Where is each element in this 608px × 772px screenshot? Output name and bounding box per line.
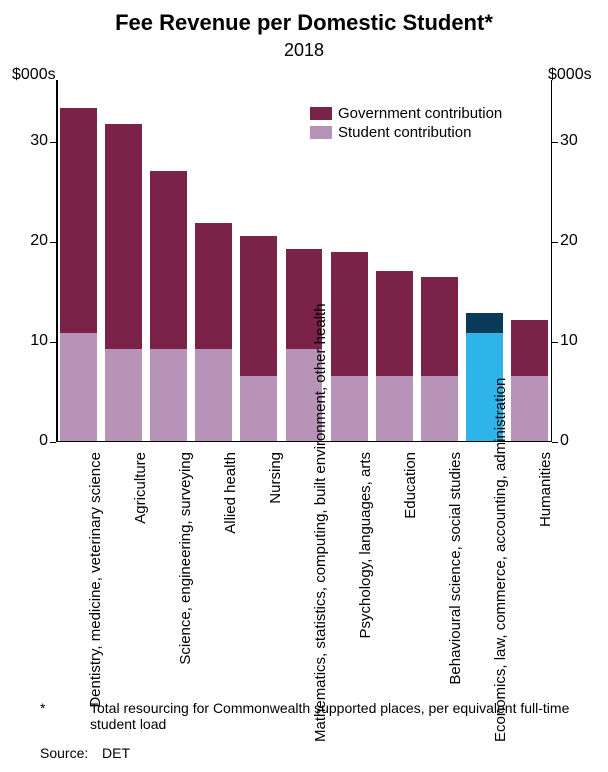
category-label: Economics, law, commerce, accounting, ad… <box>492 452 509 742</box>
y-tick-label: 10 <box>560 332 578 350</box>
legend-swatch <box>310 126 332 139</box>
category-label: Agriculture <box>132 452 149 742</box>
bar-segment <box>421 277 458 376</box>
bar-segment <box>195 223 232 349</box>
legend: Government contribution Student contribut… <box>310 105 502 143</box>
y-tick-label: 30 <box>560 132 578 150</box>
bar-segment <box>240 236 277 376</box>
bar-segment <box>60 108 97 333</box>
bar-group <box>195 223 232 441</box>
legend-label: Student contribution <box>338 124 471 141</box>
category-label: Psychology, languages, arts <box>357 452 374 742</box>
y-axis-label-right: $000s <box>548 66 592 84</box>
chart-container: Fee Revenue per Domestic Student* 2018 $… <box>0 0 608 772</box>
bar-segment <box>511 376 548 441</box>
bar-group <box>421 277 458 441</box>
y-tick-label: 0 <box>14 432 48 450</box>
category-label: Dentistry, medicine, veterinary science <box>87 452 104 742</box>
bar-segment <box>376 271 413 376</box>
footnote: * Total resourcing for Commonwealth supp… <box>40 700 570 732</box>
bar-segment <box>466 313 503 333</box>
y-tick-label: 20 <box>14 232 48 250</box>
legend-label: Government contribution <box>338 105 502 122</box>
chart-title: Fee Revenue per Domestic Student* <box>0 10 608 36</box>
source: Source: DET <box>40 745 130 761</box>
legend-swatch <box>310 107 332 120</box>
category-label: Allied health <box>222 452 239 742</box>
y-tick-label: 30 <box>14 132 48 150</box>
bar-group <box>331 252 368 441</box>
category-label: Nursing <box>267 452 284 742</box>
legend-item: Student contribution <box>310 124 502 141</box>
plot-area <box>56 92 552 442</box>
category-label: Education <box>402 452 419 742</box>
chart-subtitle: 2018 <box>0 40 608 61</box>
bar-segment <box>511 320 548 376</box>
source-value: DET <box>102 745 130 761</box>
bar-group <box>60 108 97 441</box>
y-tick-label: 0 <box>560 432 569 450</box>
bar-segment <box>195 349 232 441</box>
y-tick-label: 10 <box>14 332 48 350</box>
bar-segment <box>150 349 187 441</box>
bar-group <box>150 171 187 441</box>
bar-segment <box>60 333 97 441</box>
bar-segment <box>376 376 413 441</box>
bar-group <box>240 236 277 441</box>
bar-group <box>511 320 548 441</box>
legend-item: Government contribution <box>310 105 502 122</box>
category-label: Science, engineering, surveying <box>177 452 194 742</box>
category-label: Behavioural science, social studies <box>447 452 464 742</box>
footnote-marker: * <box>40 700 90 732</box>
bar-segment <box>331 376 368 441</box>
bar-segment <box>105 349 142 441</box>
bar-group <box>105 124 142 441</box>
bar-segment <box>421 376 458 441</box>
source-label: Source: <box>40 745 102 761</box>
y-tick-label: 20 <box>560 232 578 250</box>
bar-segment <box>331 252 368 376</box>
bar-segment <box>105 124 142 349</box>
category-label: Mathematics, statistics, computing, buil… <box>312 452 329 742</box>
bar-segment <box>240 376 277 441</box>
bar-segment <box>150 171 187 349</box>
category-label: Humanities <box>537 452 554 742</box>
y-axis-label-left: $000s <box>12 66 56 84</box>
bar-group <box>376 271 413 441</box>
